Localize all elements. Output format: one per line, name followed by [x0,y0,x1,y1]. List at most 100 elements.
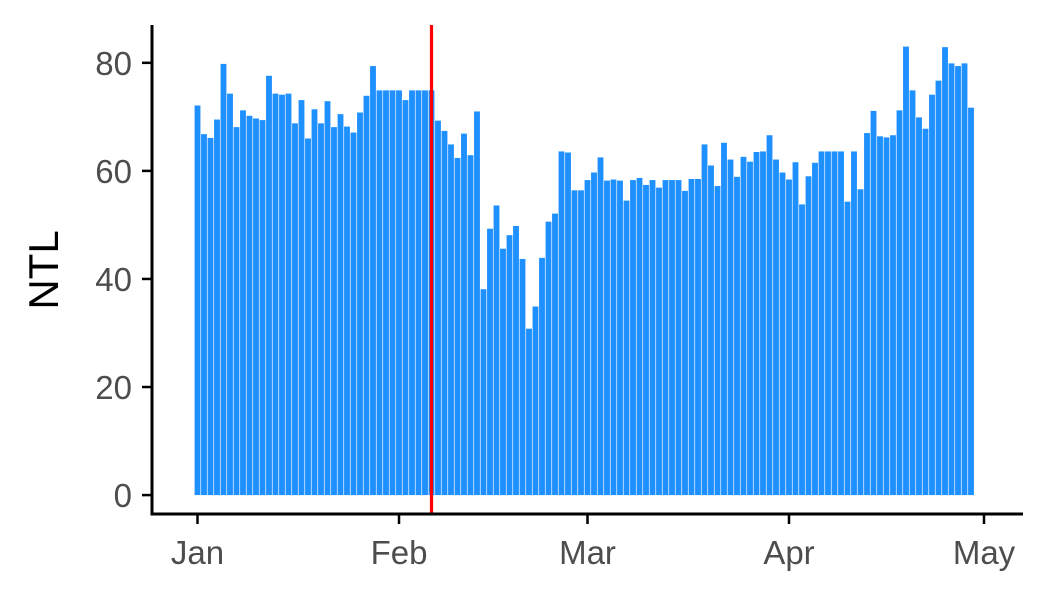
bar [220,63,227,496]
bar [571,190,578,496]
bar [402,100,409,496]
bar [305,138,311,496]
bar [773,159,779,496]
bar [909,90,916,496]
bar [753,151,760,496]
bar [721,142,727,496]
bar [246,115,253,496]
bar [727,159,734,496]
bar [968,107,974,496]
x-tick-label: Apr [763,534,814,571]
bar [818,151,825,496]
bar [480,289,487,496]
bar [240,110,246,496]
bar [422,90,428,496]
bar [292,123,298,496]
bar [298,100,305,496]
bar [825,151,831,496]
bar [896,110,903,496]
y-tick-label: 60 [95,153,132,190]
bar [415,90,422,496]
bar [740,156,747,496]
bar [649,180,656,496]
bar [961,63,968,496]
bar [389,90,396,496]
bar [708,165,714,496]
bar [597,157,604,496]
bar [383,90,389,496]
bar [734,176,740,496]
bar [942,47,948,496]
bar [376,90,383,496]
bar [838,151,844,496]
bar [604,180,610,496]
bar [474,111,480,496]
bar [324,101,331,496]
bar [519,258,526,496]
bar [259,120,266,496]
bar [396,90,402,496]
bar [272,93,279,496]
bar [370,66,376,496]
bar [851,151,857,496]
bar [331,127,337,496]
bar [467,155,474,496]
bar [214,119,220,496]
bar [935,80,942,496]
bar [448,144,454,496]
bar [799,204,805,496]
axes: 0 20 40 60 80 Jan Feb Mar Apr May [95,25,1023,571]
x-tick-label: May [953,534,1016,571]
bar [701,144,708,496]
x-tick-label: Feb [371,534,428,571]
bar-series [194,46,974,496]
bar [350,132,357,496]
bar [344,126,350,496]
bar [760,151,766,496]
bar [890,135,896,496]
bar [662,180,669,496]
bar [916,117,922,496]
bar [682,190,688,496]
bar [526,328,532,496]
bar [903,46,909,496]
x-tick-label: Mar [559,534,616,571]
bar [636,177,643,496]
bar [792,162,799,496]
bar [285,93,292,496]
bar [656,187,662,496]
bar [233,127,240,496]
bar [194,105,201,496]
bar [266,75,272,496]
bar [857,189,864,496]
bar [786,179,792,496]
bar [779,172,786,496]
bar [591,172,597,496]
bar [461,133,467,496]
bar [584,180,591,496]
bar [201,134,207,496]
bar [610,179,617,496]
bar [552,213,558,496]
bar [454,157,461,496]
bar [409,90,415,496]
bar [565,152,571,496]
bar [643,184,649,496]
bar [669,180,675,496]
y-tick-label: 20 [95,369,132,406]
bar [844,201,851,496]
bar [532,306,539,496]
bar [253,118,259,496]
bar [766,135,773,496]
bar [870,110,877,496]
bar [500,248,506,496]
bar [617,180,623,496]
bar [805,176,812,496]
bar [363,95,370,496]
bar [864,133,870,496]
bar [227,93,233,496]
bar [311,109,318,496]
bar [877,136,883,496]
bar [441,130,448,496]
